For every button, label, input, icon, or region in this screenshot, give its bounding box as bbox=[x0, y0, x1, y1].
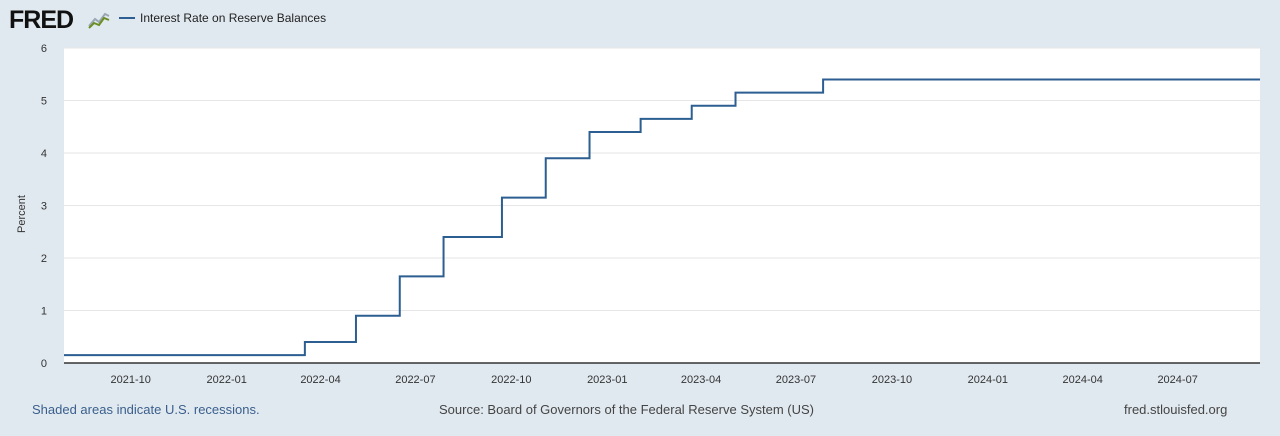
x-tick-label: 2024-01 bbox=[968, 374, 1008, 386]
x-tick-label: 2024-07 bbox=[1157, 374, 1197, 386]
legend-line-swatch bbox=[119, 17, 135, 19]
chart-legend: Interest Rate on Reserve Balances bbox=[119, 11, 326, 25]
y-tick-label: 2 bbox=[41, 253, 47, 265]
recession-note: Shaded areas indicate U.S. recessions. bbox=[32, 402, 260, 417]
x-tick-label: 2023-07 bbox=[776, 374, 816, 386]
y-tick-label: 1 bbox=[41, 306, 47, 318]
chart-logo-icon bbox=[88, 9, 110, 29]
x-tick-label: 2023-10 bbox=[872, 374, 912, 386]
x-tick-label: 2022-07 bbox=[395, 374, 435, 386]
source-note: Source: Board of Governors of the Federa… bbox=[439, 402, 814, 417]
site-link[interactable]: fred.stlouisfed.org bbox=[1124, 402, 1228, 417]
x-tick-label: 2024-04 bbox=[1063, 374, 1103, 386]
fred-logo[interactable]: FRED bbox=[9, 6, 74, 34]
y-tick-label: 4 bbox=[41, 148, 47, 160]
line-chart[interactable]: 0 1 2 3 4 5 6 2021-10 2022-01 2022-04 2022-07 2022-… bbox=[0, 0, 1280, 400]
x-tick-label: 2023-01 bbox=[587, 374, 627, 386]
y-tick-label: 5 bbox=[41, 96, 47, 108]
y-tick-label: 3 bbox=[41, 201, 47, 213]
x-tick-label: 2022-01 bbox=[206, 374, 246, 386]
x-tick-label: 2022-04 bbox=[300, 374, 340, 386]
x-tick-label: 2022-10 bbox=[491, 374, 531, 386]
x-tick-label: 2021-10 bbox=[111, 374, 151, 386]
legend-label: Interest Rate on Reserve Balances bbox=[140, 11, 327, 25]
y-tick-label: 0 bbox=[41, 358, 47, 370]
series-line[interactable] bbox=[64, 78, 1260, 357]
y-tick-label: 6 bbox=[41, 43, 47, 55]
x-tick-label: 2023-04 bbox=[681, 374, 721, 386]
